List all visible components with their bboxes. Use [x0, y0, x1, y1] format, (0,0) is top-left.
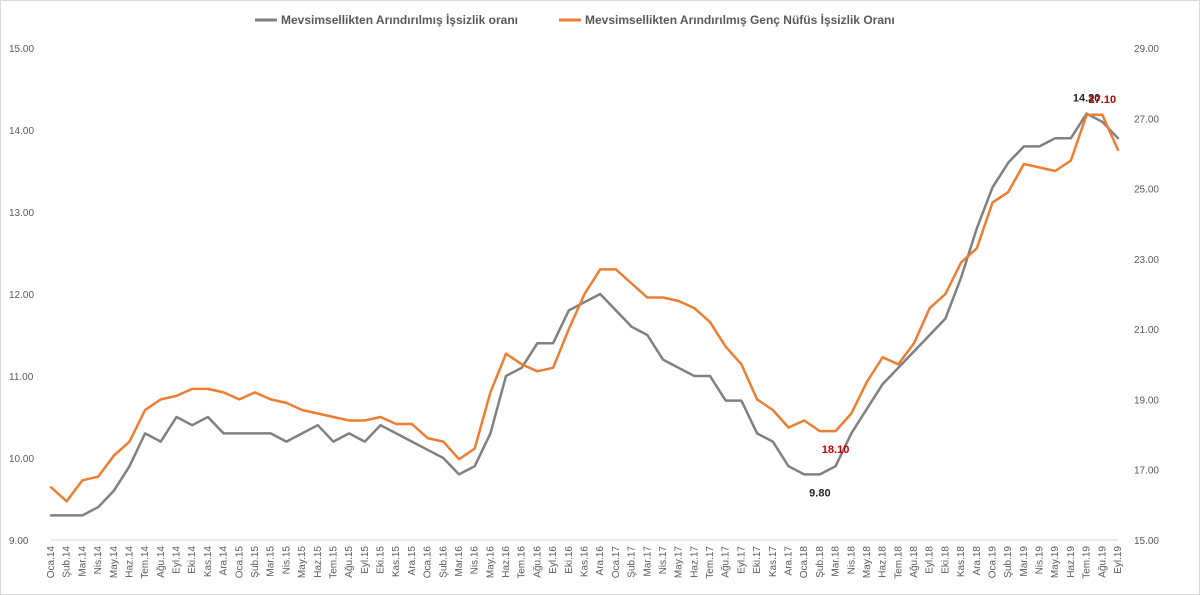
x-tick-label: Mar.16 [454, 546, 465, 577]
x-tick-label: Ağu.17 [721, 546, 732, 578]
y-right-tick-label: 23.00 [1134, 255, 1159, 266]
data-label: 14.20 [1073, 93, 1101, 105]
x-tick-label: Eyl.17 [736, 546, 747, 574]
x-tick-label: Şub.17 [627, 546, 638, 578]
data-label: 18.10 [822, 444, 850, 456]
series-line-1 [49, 112, 1120, 517]
legend-label-2: Mevsimsellikten Arındırılmış Genç Nüfüs … [585, 12, 895, 27]
x-tick-label: Haz.19 [1066, 546, 1077, 578]
series-line-2 [49, 113, 1120, 503]
x-tick-label: May.16 [485, 546, 496, 578]
x-tick-label: Haz.14 [124, 546, 135, 578]
x-tick-label: Tem.15 [328, 546, 339, 579]
y-left-tick-label: 10.00 [9, 454, 34, 465]
x-tick-label: Ara.14 [219, 546, 230, 576]
x-tick-label: Oca.17 [611, 546, 622, 579]
x-tick-label: Eki.18 [940, 546, 951, 574]
data-label: 9.80 [809, 487, 830, 499]
x-tick-label: Şub.19 [1003, 546, 1014, 578]
x-tick-label: Nis.14 [93, 546, 104, 575]
x-tick-label: Ara.18 [972, 546, 983, 576]
x-tick-label: Oca.15 [234, 546, 245, 579]
x-tick-label: Mar.19 [1019, 546, 1030, 577]
x-tick-label: Eki.16 [564, 546, 575, 574]
x-tick-label: Eyl.19 [1113, 546, 1124, 574]
x-tick-label: May.17 [674, 546, 685, 578]
y-right-tick-label: 17.00 [1134, 466, 1159, 477]
x-tick-label: May.19 [1050, 546, 1061, 578]
x-tick-label: May.18 [862, 546, 873, 578]
x-tick-label: Kas.17 [768, 546, 779, 578]
x-tick-label: Kas.14 [203, 546, 214, 578]
x-tick-label: Kas.15 [391, 546, 402, 578]
x-tick-label: Nis.19 [1035, 546, 1046, 575]
x-tick-label: Haz.16 [501, 546, 512, 578]
x-tick-label: Eyl.16 [548, 546, 559, 574]
y-right-tick-label: 25.00 [1134, 185, 1159, 196]
x-tick-label: Oca.19 [987, 546, 998, 579]
x-tick-label: Tem.17 [705, 546, 716, 579]
x-tick-label: Oca.18 [799, 546, 810, 579]
x-tick-label: Ara.16 [595, 546, 606, 576]
x-tick-label: Ağu.14 [156, 546, 167, 578]
x-tick-label: Tem.19 [1082, 546, 1093, 579]
y-left-tick-label: 14.00 [9, 126, 34, 137]
x-tick-label: Ağu.19 [1097, 546, 1108, 578]
x-tick-label: Mar.18 [831, 546, 842, 577]
y-right-tick-label: 29.00 [1134, 44, 1159, 55]
x-tick-label: Eki.17 [752, 546, 763, 574]
y-right-tick-label: 15.00 [1134, 536, 1159, 547]
x-tick-label: Şub.15 [250, 546, 261, 578]
x-tick-label: Tem.18 [893, 546, 904, 579]
x-tick-label: May.14 [109, 546, 120, 578]
y-left-tick-label: 15.00 [9, 44, 34, 55]
x-tick-label: Nis.18 [846, 546, 857, 575]
x-tick-label: Kas.18 [956, 546, 967, 578]
x-tick-label: Haz.15 [313, 546, 324, 578]
x-tick-label: Ağu.15 [344, 546, 355, 578]
x-tick-label: May.15 [297, 546, 308, 578]
x-tick-label: Şub.18 [815, 546, 826, 578]
x-tick-label: Nis.17 [658, 546, 669, 575]
y-left-tick-label: 11.00 [9, 372, 34, 383]
x-tick-label: Oca.14 [46, 546, 57, 579]
x-tick-label: Nis.16 [470, 546, 481, 575]
x-tick-label: Ağu.16 [532, 546, 543, 578]
x-tick-label: Şub.16 [438, 546, 449, 578]
x-tick-label: Mar.17 [642, 546, 653, 577]
data-label: 27.10 [1089, 94, 1117, 106]
x-tick-label: Eyl.15 [360, 546, 371, 574]
x-tick-label: Mar.14 [77, 546, 88, 577]
x-tick-label: Ara.15 [407, 546, 418, 576]
y-right-tick-label: 19.00 [1134, 395, 1159, 406]
x-tick-label: Ara.17 [783, 546, 794, 576]
legend-label-1: Mevsimsellikten Arındırılmış İşsizlik or… [281, 12, 518, 27]
x-tick-label: Tem.14 [140, 546, 151, 579]
x-tick-label: Eyl.14 [172, 546, 183, 574]
x-tick-label: Haz.17 [689, 546, 700, 578]
x-tick-label: Nis.15 [281, 546, 292, 575]
x-tick-label: Kas.16 [580, 546, 591, 578]
y-left-tick-label: 12.00 [9, 290, 34, 301]
x-tick-label: Haz.18 [878, 546, 889, 578]
y-right-tick-label: 21.00 [1134, 325, 1159, 336]
x-tick-label: Eyl.18 [925, 546, 936, 574]
y-left-tick-label: 13.00 [9, 208, 34, 219]
x-tick-label: Mar.15 [266, 546, 277, 577]
x-tick-label: Ağu.18 [909, 546, 920, 578]
y-left-tick-label: 9.00 [9, 536, 29, 547]
x-tick-label: Şub.14 [62, 546, 73, 578]
x-tick-label: Eki.14 [187, 546, 198, 574]
x-tick-label: Oca.16 [423, 546, 434, 579]
y-right-tick-label: 27.00 [1134, 114, 1159, 125]
x-tick-label: Eki.15 [376, 546, 387, 574]
x-tick-label: Tem.16 [517, 546, 528, 579]
